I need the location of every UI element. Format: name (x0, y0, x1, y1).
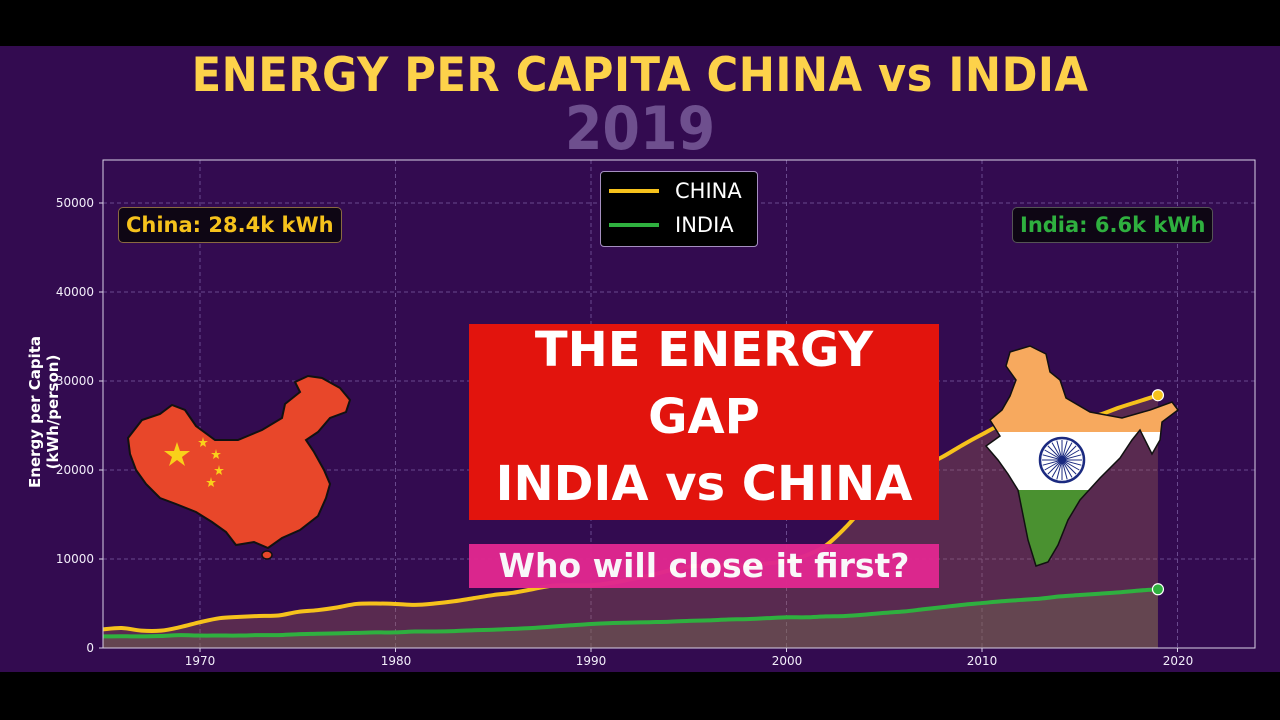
banner-line-2: GAP (648, 389, 760, 445)
headline-banner: THE ENERGY GAP INDIA vs CHINA (469, 322, 939, 520)
plot-frame (99, 159, 1256, 652)
legend-label-china: CHINA (675, 179, 742, 203)
legend-label-india: INDIA (675, 213, 734, 237)
x-tick-2010: 2010 (966, 654, 998, 668)
y-tick-50000: 50000 (55, 196, 94, 210)
china-line-swatch-icon (609, 189, 659, 193)
year-label: 2019 (564, 94, 716, 164)
y-tick-30000: 30000 (55, 374, 94, 388)
y-axis-label: Energy per Capita (kWh/person) (26, 335, 62, 489)
chart-title: ENERGY PER CAPITA CHINA vs INDIA (191, 48, 1089, 103)
chart-legend: CHINA INDIA (600, 171, 758, 247)
x-tick-1980: 1980 (380, 654, 412, 668)
india-value-annotation: India: 6.6k kWh (1012, 207, 1214, 243)
y-tick-0: 0 (86, 641, 94, 655)
y-tick-10000: 10000 (55, 552, 94, 566)
x-tick-1970: 1970 (184, 654, 216, 668)
legend-item-china: CHINA (601, 175, 757, 205)
india-line-swatch-icon (609, 223, 659, 227)
china-value-annotation: China: 28.4k kWh (118, 207, 342, 243)
end-markers (1151, 389, 1165, 596)
x-tick-1990: 1990 (575, 654, 607, 668)
banner-line-1: THE ENERGY (534, 322, 874, 378)
subtitle-banner: Who will close it first? (469, 544, 939, 588)
banner-line-3: INDIA vs CHINA (495, 456, 913, 512)
legend-item-india: INDIA (601, 209, 757, 239)
x-tick-2000: 2000 (771, 654, 803, 668)
y-tick-40000: 40000 (55, 285, 94, 299)
china-map-icon (126, 374, 352, 560)
y-tick-20000: 20000 (55, 463, 94, 477)
x-tick-2020: 2020 (1162, 654, 1194, 668)
